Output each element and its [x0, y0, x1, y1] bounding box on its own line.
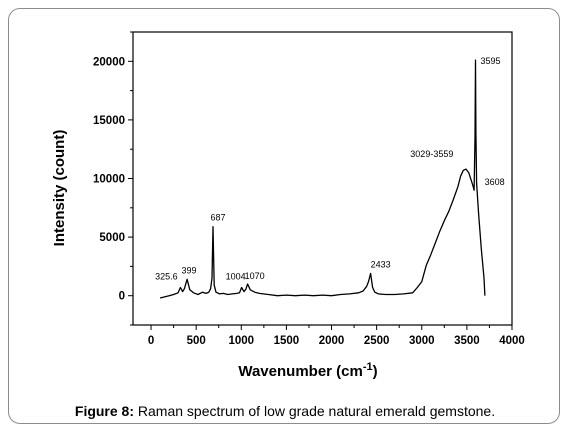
x-tick-label: 2000 [319, 335, 345, 347]
y-tick-label: 5000 [99, 232, 125, 244]
figure-frame [8, 8, 560, 424]
y-tick-label: 20000 [93, 56, 125, 68]
figure-caption-text: Raman spectrum of low grade natural emer… [134, 403, 496, 419]
y-tick-label: 10000 [93, 174, 125, 186]
peak-label: 3595 [480, 56, 500, 66]
x-tick-label: 2500 [364, 335, 390, 347]
peak-label: 1004 [226, 271, 246, 281]
x-tick-label: 1000 [228, 335, 254, 347]
figure-caption: Figure 8: Raman spectrum of low grade na… [0, 403, 570, 419]
x-tick-label: 0 [148, 335, 154, 347]
plot-area-border [132, 31, 513, 326]
peak-label: 687 [211, 213, 226, 223]
peak-label: 1070 [245, 271, 265, 281]
peak-label: 3608 [485, 177, 505, 187]
x-tick-label: 3500 [454, 335, 480, 347]
peak-label: 399 [182, 265, 197, 275]
x-tick-label: 3000 [409, 335, 435, 347]
spectrum-line [159, 59, 486, 299]
x-tick-label: 4000 [499, 335, 525, 347]
x-tick-label: 500 [187, 335, 206, 347]
figure-caption-label: Figure 8: [74, 403, 135, 419]
x-axis-label-superscript: -1 [363, 361, 373, 373]
x-tick-label: 1500 [274, 335, 300, 347]
y-axis-label: Intensity (count) [51, 130, 68, 247]
peak-label: 3029-3559 [410, 149, 453, 159]
y-tick-label: 15000 [93, 115, 125, 127]
peak-label: 2433 [371, 259, 391, 269]
x-axis-label: Wavenumber (cm-1) [238, 361, 377, 380]
y-tick-label: 0 [119, 291, 125, 303]
peak-label: 325.6 [155, 271, 178, 281]
